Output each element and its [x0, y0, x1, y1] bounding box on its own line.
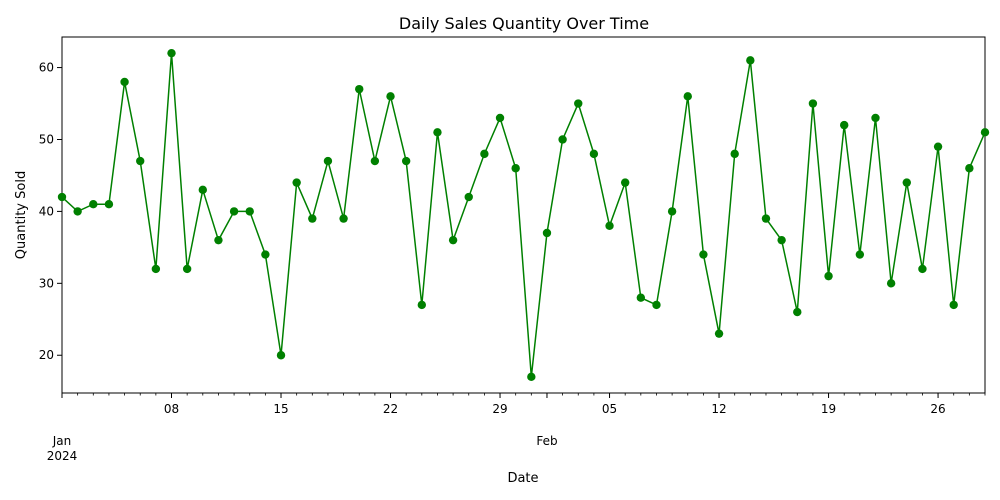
data-point	[808, 99, 818, 108]
data-point	[167, 48, 176, 58]
data-point	[480, 149, 489, 159]
data-point	[323, 156, 333, 166]
data-point	[840, 120, 849, 130]
chart-title: Daily Sales Quantity Over Time	[399, 14, 649, 33]
data-point	[245, 207, 254, 216]
data-point	[902, 178, 911, 187]
y-tick-label: 20	[39, 348, 54, 362]
data-point	[683, 92, 692, 101]
data-point	[605, 221, 614, 230]
x-tick-label: 26	[930, 402, 945, 416]
x-tick-label: 19	[821, 402, 836, 416]
y-tick-label: 50	[39, 132, 54, 146]
data-point	[980, 128, 990, 137]
data-point	[589, 149, 599, 159]
data-point	[965, 164, 974, 173]
data-point	[276, 351, 286, 360]
data-point	[652, 300, 661, 310]
x-tick-label: 22	[383, 402, 398, 416]
data-point	[730, 149, 739, 159]
data-point	[918, 264, 927, 274]
data-point	[714, 329, 724, 338]
data-point	[949, 300, 958, 310]
y-tick-label: 60	[39, 61, 54, 75]
data-point	[104, 200, 114, 209]
data-point	[417, 300, 427, 310]
data-point	[339, 214, 348, 223]
x-tick-sublabel: 2024	[47, 449, 78, 463]
data-point	[777, 235, 786, 245]
data-point	[448, 235, 458, 245]
data-point	[699, 250, 708, 259]
series-line	[61, 53, 986, 377]
data-point	[57, 192, 67, 202]
data-point	[214, 235, 223, 245]
data-point	[761, 214, 771, 223]
data-point	[151, 264, 161, 274]
x-tick-label: 15	[273, 402, 288, 416]
data-point	[89, 200, 98, 209]
x-tick-label: 05	[602, 402, 617, 416]
data-point	[292, 178, 301, 187]
data-point	[433, 128, 442, 137]
x-tick-label: 29	[492, 402, 507, 416]
data-point	[558, 135, 567, 144]
y-axis-label: Quantity Sold	[14, 171, 29, 259]
data-point	[793, 307, 802, 317]
data-point	[229, 207, 239, 216]
data-point	[198, 185, 207, 195]
data-point	[855, 250, 865, 259]
plot-frame	[61, 36, 986, 394]
data-point	[495, 113, 505, 123]
data-point	[933, 142, 943, 151]
data-point	[370, 156, 380, 166]
data-point	[355, 84, 364, 94]
data-point	[120, 77, 129, 87]
data-point	[667, 207, 677, 216]
y-axis: 20 30 40 50 60	[39, 61, 62, 362]
x-axis-label: Date	[507, 471, 538, 486]
plot-area	[61, 36, 986, 394]
x-tick-label: 08	[164, 402, 179, 416]
data-point	[620, 178, 630, 187]
data-point	[824, 271, 833, 281]
data-point	[511, 164, 520, 173]
data-point	[73, 207, 82, 216]
x-tick-label: Feb	[536, 434, 557, 448]
data-point	[527, 372, 536, 382]
data-point	[136, 156, 145, 166]
data-point	[464, 192, 473, 202]
data-point	[182, 264, 192, 274]
data-point	[574, 99, 583, 108]
x-tick-label: 12	[711, 402, 726, 416]
data-point	[871, 113, 880, 123]
y-tick-label: 40	[39, 204, 54, 218]
data-point	[308, 214, 317, 223]
data-point	[746, 56, 755, 65]
sales-series	[57, 48, 990, 382]
data-point	[636, 293, 646, 302]
x-tick-label: Jan	[52, 434, 72, 448]
data-point	[401, 156, 411, 166]
y-tick-label: 30	[39, 276, 54, 290]
data-point	[542, 228, 552, 238]
data-point	[261, 250, 270, 259]
data-point	[386, 92, 395, 101]
data-point	[886, 279, 896, 288]
